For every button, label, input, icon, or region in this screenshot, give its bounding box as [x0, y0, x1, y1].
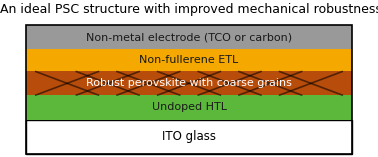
Text: Undoped HTL: Undoped HTL — [152, 103, 226, 112]
Text: An ideal PSC structure with improved mechanical robustness: An ideal PSC structure with improved mec… — [0, 3, 378, 16]
Text: ITO glass: ITO glass — [162, 130, 216, 143]
Text: Non-fullerene ETL: Non-fullerene ETL — [139, 55, 239, 65]
Bar — [26, 71, 352, 95]
Bar — [26, 95, 352, 120]
Bar — [26, 49, 352, 71]
Bar — [26, 25, 352, 154]
Bar — [26, 120, 352, 154]
Bar — [26, 25, 352, 49]
Text: Non-metal electrode (TCO or carbon): Non-metal electrode (TCO or carbon) — [86, 32, 292, 42]
Text: Robust perovskite with coarse grains: Robust perovskite with coarse grains — [86, 78, 292, 88]
